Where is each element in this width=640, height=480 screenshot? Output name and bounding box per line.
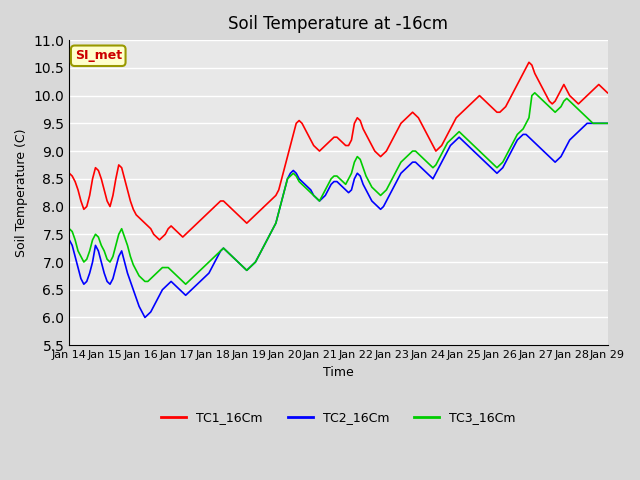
TC2_16Cm	[65, 237, 73, 243]
TC3_16Cm	[324, 181, 332, 187]
TC2_16Cm	[141, 314, 148, 320]
TC3_16Cm	[479, 151, 486, 156]
TC2_16Cm	[150, 303, 157, 309]
TC1_16Cm	[525, 60, 532, 65]
TC3_16Cm	[147, 276, 155, 282]
TC2_16Cm	[324, 187, 332, 193]
Line: TC2_16Cm: TC2_16Cm	[69, 123, 607, 317]
TC2_16Cm	[604, 120, 611, 126]
TC1_16Cm	[403, 115, 411, 120]
TC3_16Cm	[182, 281, 189, 287]
Y-axis label: Soil Temperature (C): Soil Temperature (C)	[15, 129, 28, 257]
TC3_16Cm	[566, 98, 573, 104]
X-axis label: Time: Time	[323, 366, 354, 379]
Title: Soil Temperature at -16cm: Soil Temperature at -16cm	[228, 15, 449, 33]
TC2_16Cm	[563, 143, 571, 148]
TC2_16Cm	[479, 156, 486, 162]
TC1_16Cm	[604, 90, 611, 96]
Line: TC3_16Cm: TC3_16Cm	[69, 93, 607, 284]
TC1_16Cm	[65, 170, 73, 176]
TC2_16Cm	[403, 165, 411, 170]
TC3_16Cm	[65, 226, 73, 232]
Legend: TC1_16Cm, TC2_16Cm, TC3_16Cm: TC1_16Cm, TC2_16Cm, TC3_16Cm	[156, 407, 521, 430]
TC3_16Cm	[403, 154, 411, 159]
TC2_16Cm	[380, 204, 387, 209]
TC3_16Cm	[604, 120, 611, 126]
Text: SI_met: SI_met	[75, 49, 122, 62]
TC1_16Cm	[324, 140, 332, 145]
Line: TC1_16Cm: TC1_16Cm	[69, 62, 607, 240]
TC1_16Cm	[156, 237, 163, 243]
TC3_16Cm	[380, 190, 387, 195]
TC1_16Cm	[566, 93, 573, 98]
TC3_16Cm	[531, 90, 539, 96]
TC2_16Cm	[583, 120, 591, 126]
TC1_16Cm	[380, 151, 387, 156]
TC1_16Cm	[479, 96, 486, 101]
TC1_16Cm	[147, 226, 155, 232]
